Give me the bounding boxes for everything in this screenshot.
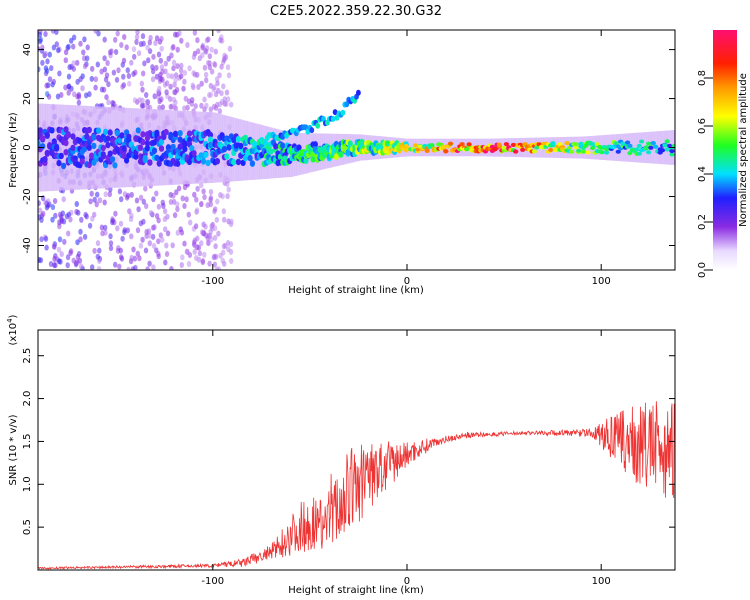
spectrogram-ticks: -100 0 100 -40 -20 0 20 40 <box>22 30 675 287</box>
spectrogram-xtick-label: 100 <box>592 276 611 287</box>
snr-multiplier-base: (x10 <box>8 323 19 346</box>
colorbar-tick-label: 0.2 <box>697 214 708 230</box>
spectrogram-xtick-label: -100 <box>201 276 224 287</box>
heatmap-upper-branch <box>258 89 361 145</box>
spectrogram-ytick-label: 20 <box>22 92 33 105</box>
snr-xlabel: Height of straight line (km) <box>288 585 424 596</box>
spectrogram-xlabel: Height of straight line (km) <box>288 285 424 296</box>
spectrogram-ytick-label: 0 <box>22 144 33 150</box>
snr-panel: -100 0 100 0.5 1.0 1.5 2.0 2.5 Height of straig… <box>6 314 676 596</box>
colorbar-label: Normalized spectral amplitude <box>738 73 749 227</box>
snr-ticks: -100 0 100 0.5 1.0 1.5 2.0 2.5 <box>22 330 675 587</box>
snr-multiplier-exp: 4 <box>6 318 14 323</box>
colorbar-gradient <box>713 30 737 270</box>
spectrogram-ylabel: Frequency (Hz) <box>8 112 19 188</box>
spectrogram-ytick-label: -20 <box>22 188 33 204</box>
spectrogram-ytick-label: -40 <box>22 237 33 253</box>
spectrogram-frame <box>37 29 676 271</box>
snr-ytick-label: 2.0 <box>22 391 33 407</box>
snr-ylabel: SNR (10 * v/v) <box>8 414 19 485</box>
snr-ytick-label: 2.5 <box>22 348 33 364</box>
colorbar-ticks: 0.0 0.2 0.4 0.6 0.8 <box>697 70 713 278</box>
snr-multiplier-close: ) <box>8 314 19 318</box>
spectrogram-panel: -100 0 100 -40 -20 0 20 40 Height of straight l… <box>8 29 676 296</box>
snr-xtick-label: 100 <box>592 576 611 587</box>
snr-xtick-label: -100 <box>201 576 224 587</box>
spectrogram-xtick-label: 0 <box>404 276 410 287</box>
snr-ytick-label: 1.0 <box>22 476 33 492</box>
snr-multiplier: (x104) <box>6 314 19 345</box>
spectrogram-ytick-label: 40 <box>22 43 33 56</box>
colorbar-tick-label: 0.6 <box>697 118 708 134</box>
snr-series-line <box>38 401 675 570</box>
colorbar-tick-label: 0.8 <box>697 70 708 86</box>
colorbar-tick-label: 0.4 <box>697 166 708 182</box>
snr-plot-area <box>38 330 675 570</box>
spectrogram-heatmap <box>38 30 675 270</box>
colorbar-tick-label: 0.0 <box>697 262 708 278</box>
snr-xtick-label: 0 <box>404 576 410 587</box>
colorbar: 0.0 0.2 0.4 0.6 0.8 Normalized spectral ampl… <box>697 30 749 278</box>
figure-title: C2E5.2022.359.22.30.G32 <box>270 4 442 19</box>
snr-frame <box>37 329 676 571</box>
svg-text:(x104): (x104) <box>6 314 19 345</box>
snr-ytick-label: 0.5 <box>22 519 33 535</box>
snr-ytick-label: 1.5 <box>22 433 33 449</box>
